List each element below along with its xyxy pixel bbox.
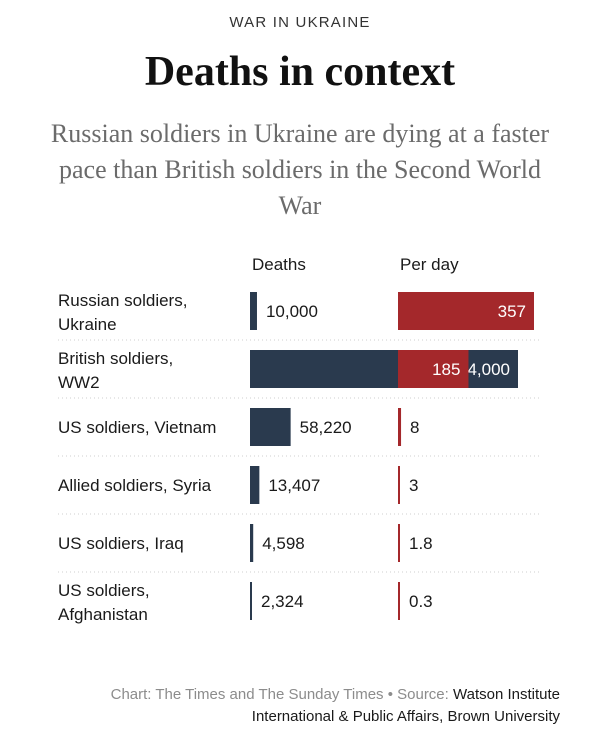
deaths-value-label: 2,324 (261, 592, 304, 611)
footer-credit: Chart: The Times and The Sunday Times • … (40, 684, 560, 728)
deaths-bar (250, 350, 518, 388)
per-day-bar (398, 408, 402, 446)
row-label: Allied soldiers, Syria (58, 476, 212, 495)
deaths-bar (250, 408, 291, 446)
row-label: British soldiers, (58, 349, 173, 368)
source-text: Watson Institute International & Public … (251, 686, 560, 725)
row-label: WW2 (58, 373, 100, 392)
per-day-value-label: 8 (410, 418, 419, 437)
chart-subtitle: Russian soldiers in Ukraine are dying at… (50, 119, 550, 220)
deaths-value-label: 4,598 (262, 534, 305, 553)
row-label: US soldiers, Vietnam (58, 418, 216, 437)
column-header-deaths: Deaths (252, 255, 306, 274)
deaths-bar (250, 582, 252, 620)
row-label: US soldiers, (58, 581, 150, 600)
per-day-value-label: 357 (498, 302, 526, 321)
per-day-value-label: 185 (432, 360, 460, 379)
column-header-per-day: Per day (400, 255, 459, 274)
per-day-value-label: 3 (409, 476, 418, 495)
per-day-bar (398, 582, 400, 620)
deaths-value-label: 10,000 (266, 302, 318, 321)
kicker: WAR IN UKRAINE (229, 14, 371, 31)
row-label: Ukraine (58, 315, 117, 334)
deaths-bar (250, 524, 254, 562)
row-label: Afghanistan (58, 605, 148, 624)
per-day-value-label: 1.8 (409, 534, 433, 553)
credit-text: Chart: The Times and The Sunday Times • … (110, 686, 449, 703)
row-label: Russian soldiers, (58, 291, 187, 310)
chart-title: Deaths in context (144, 49, 456, 95)
per-day-value-label: 0.3 (409, 592, 433, 611)
per-day-bar (398, 350, 469, 388)
deaths-bar (250, 466, 260, 504)
per-day-bar (398, 524, 400, 562)
deaths-value-label: 58,220 (300, 418, 352, 437)
deaths-bar (250, 292, 257, 330)
deaths-chart: Deaths Per day Russian soldiers, Ukraine 10,… (58, 255, 540, 624)
row-label: US soldiers, Iraq (58, 534, 184, 553)
per-day-bar (398, 466, 400, 504)
deaths-value-label: 13,407 (268, 476, 320, 495)
per-day-bar (398, 292, 534, 330)
